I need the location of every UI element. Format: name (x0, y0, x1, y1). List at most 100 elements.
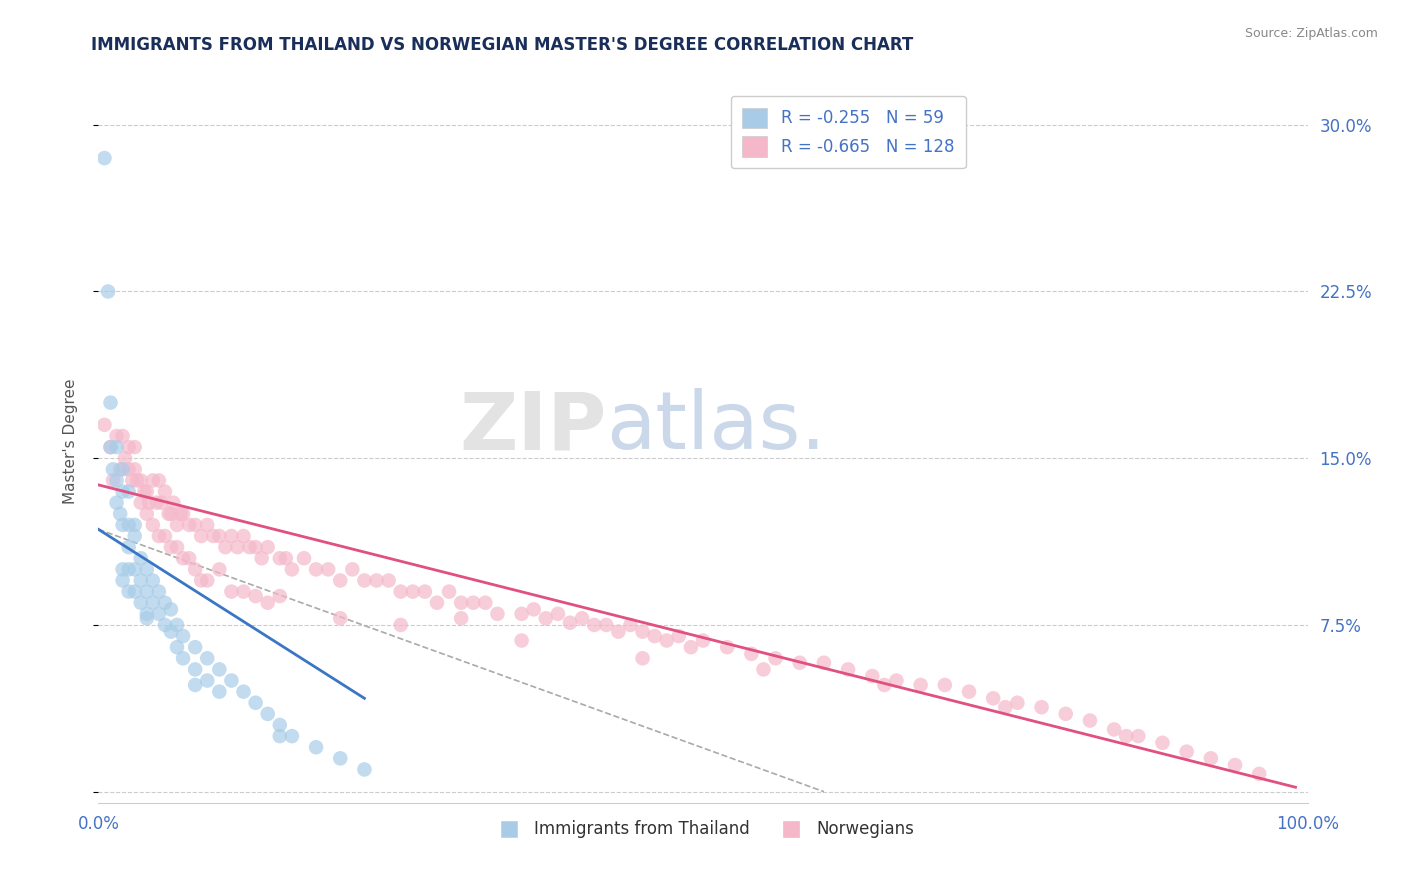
Point (142, 574, 165, 588)
Point (179, 551, 201, 566)
Point (153, 529, 176, 543)
Point (631, 624, 654, 639)
Point (426, 596, 449, 610)
Point (148, 474, 170, 488)
Point (837, 662, 859, 676)
Point (1102, 723, 1125, 737)
Point (256, 540, 278, 554)
Point (558, 615, 581, 630)
Point (208, 529, 231, 543)
Point (111, 484, 134, 499)
Point (1249, 767, 1271, 781)
Point (129, 574, 152, 588)
Point (124, 562, 146, 576)
Point (329, 574, 352, 588)
Point (124, 517, 146, 532)
Point (692, 633, 714, 648)
Point (118, 517, 141, 532)
Point (105, 429, 128, 443)
Point (981, 691, 1004, 706)
Point (239, 540, 262, 554)
Point (153, 484, 176, 499)
Point (129, 474, 152, 488)
Point (644, 629, 666, 643)
Point (118, 540, 141, 554)
Point (124, 462, 146, 476)
Point (172, 629, 194, 643)
Point (101, 474, 124, 488)
Point (135, 584, 157, 599)
Point (135, 607, 157, 621)
Point (232, 684, 254, 698)
Point (292, 551, 315, 566)
Point (450, 596, 472, 610)
Point (523, 602, 546, 616)
Point (153, 596, 176, 610)
Point (1199, 751, 1222, 765)
Point (957, 684, 980, 698)
Point (111, 574, 134, 588)
Point (118, 562, 141, 576)
Point (232, 584, 254, 599)
Point (135, 507, 157, 521)
Point (269, 551, 291, 566)
Point (740, 647, 762, 661)
Point (93, 151, 115, 165)
Point (934, 678, 956, 692)
Point (1115, 729, 1137, 743)
Point (148, 529, 170, 543)
Point (389, 618, 412, 632)
Point (111, 429, 134, 443)
Point (607, 624, 630, 639)
Point (160, 624, 183, 639)
Point (631, 651, 654, 665)
Point (129, 496, 152, 510)
Point (226, 540, 249, 554)
Point (157, 507, 180, 521)
Point (114, 451, 136, 466)
Point (108, 462, 131, 476)
Point (184, 662, 207, 676)
Point (474, 596, 496, 610)
Point (169, 507, 191, 521)
Point (162, 496, 184, 510)
Point (111, 517, 134, 532)
Point (269, 729, 291, 743)
Point (437, 584, 460, 599)
Point (342, 562, 364, 576)
Point (873, 678, 896, 692)
Point (534, 611, 557, 625)
Text: atlas.: atlas. (606, 388, 827, 467)
Point (142, 517, 165, 532)
Point (269, 589, 291, 603)
Point (305, 740, 328, 755)
Point (655, 633, 678, 648)
Point (195, 673, 218, 688)
Point (668, 629, 690, 643)
Point (250, 551, 273, 566)
Point (619, 618, 641, 632)
Point (100, 440, 122, 454)
Point (329, 751, 352, 765)
Point (148, 607, 170, 621)
Point (124, 584, 146, 599)
Point (256, 706, 278, 721)
Point (195, 574, 218, 588)
Point (124, 529, 146, 543)
Point (129, 551, 152, 566)
Point (111, 562, 134, 576)
Point (245, 589, 267, 603)
Point (245, 540, 267, 554)
Point (765, 651, 787, 665)
Point (510, 633, 533, 648)
Y-axis label: Master's Degree: Master's Degree (63, 379, 77, 504)
Point (305, 562, 328, 576)
Point (389, 584, 412, 599)
Point (153, 618, 176, 632)
Point (274, 551, 297, 566)
Point (994, 700, 1017, 714)
Point (1054, 706, 1077, 721)
Point (172, 551, 194, 566)
Point (547, 607, 569, 621)
Point (148, 584, 170, 599)
